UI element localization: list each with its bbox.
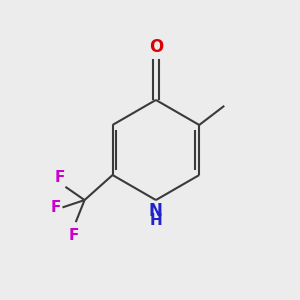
Text: F: F <box>69 228 80 243</box>
Text: F: F <box>51 200 61 215</box>
Text: N: N <box>149 202 163 220</box>
Text: O: O <box>149 38 163 56</box>
Text: F: F <box>54 170 65 185</box>
Text: H: H <box>149 213 162 228</box>
